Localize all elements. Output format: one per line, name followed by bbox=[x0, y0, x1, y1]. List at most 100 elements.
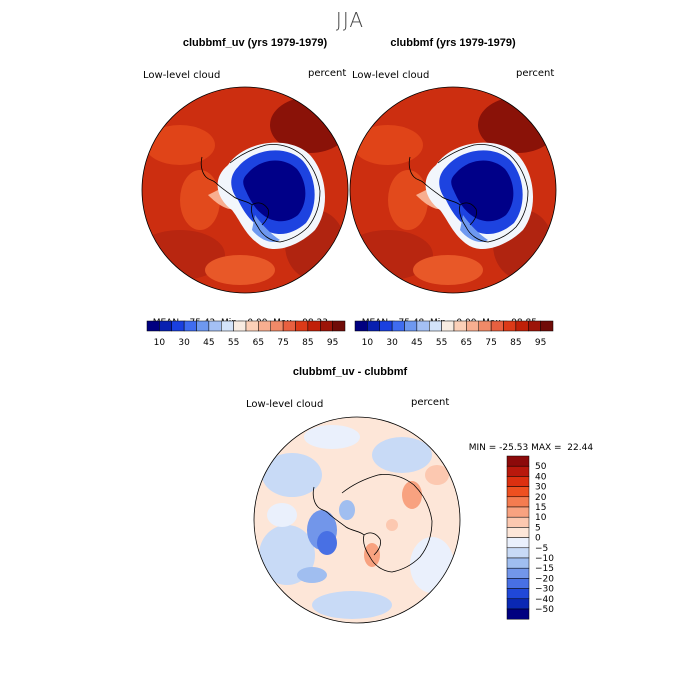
colorbar-swatch bbox=[528, 320, 541, 332]
page-title: JJA bbox=[335, 8, 365, 32]
colorbar-tick-label: −50 bbox=[535, 605, 554, 615]
colorbar-swatch bbox=[233, 320, 247, 332]
colorbar-swatch bbox=[282, 320, 296, 332]
colorbar-swatch bbox=[506, 578, 530, 589]
colorbar-tick-label: −30 bbox=[535, 585, 554, 595]
panel-3-stats: MIN = -25.53 MAX = 22.44 bbox=[463, 433, 593, 453]
panel-2-unit-label: percent bbox=[516, 68, 555, 79]
colorbar-tick-label: −5 bbox=[535, 544, 548, 554]
colorbar-tick-label: −40 bbox=[535, 595, 554, 605]
colorbar-tick-label: 15 bbox=[535, 503, 546, 513]
colorbar-swatch bbox=[506, 557, 530, 569]
panel-2-variable-label: Low-level cloud bbox=[352, 70, 430, 81]
colorbar-swatch bbox=[506, 516, 530, 528]
colorbar-swatch bbox=[506, 496, 530, 508]
panel-1-polar-map bbox=[141, 86, 349, 294]
colorbar-tick-label: 75 bbox=[485, 338, 496, 348]
colorbar-swatch bbox=[503, 320, 517, 332]
colorbar-swatch bbox=[540, 320, 554, 332]
colorbar-tick-label: 65 bbox=[253, 338, 264, 348]
colorbar-swatch bbox=[506, 455, 530, 467]
colorbar-swatch bbox=[320, 320, 333, 332]
colorbar-tick-label: 50 bbox=[535, 462, 547, 472]
colorbar-swatch bbox=[171, 320, 185, 332]
colorbar-swatch bbox=[515, 320, 529, 332]
colorbar-panel-1: 10 30 45 55 65 75 85 95 bbox=[146, 320, 346, 348]
colorbar-swatch bbox=[506, 486, 530, 498]
colorbar-swatch bbox=[146, 320, 160, 332]
colorbar-swatch bbox=[307, 320, 321, 332]
colorbar-difference-swatches bbox=[506, 455, 530, 620]
colorbar-tick-label: 10 bbox=[154, 338, 166, 348]
colorbar-swatch bbox=[506, 527, 530, 538]
panel-2-polar-map bbox=[349, 86, 557, 294]
colorbar-tick-label: 20 bbox=[535, 493, 547, 503]
colorbar-tick-label: 75 bbox=[277, 338, 288, 348]
colorbar-tick-label: −15 bbox=[535, 564, 554, 574]
colorbar-swatch bbox=[159, 320, 172, 332]
colorbar-tick-label: 30 bbox=[178, 338, 190, 348]
colorbar-swatch bbox=[183, 320, 197, 332]
panel-1-variable-label: Low-level cloud bbox=[143, 70, 221, 81]
colorbar-panel-2-labels: 10 30 45 55 65 75 85 95 bbox=[362, 338, 547, 348]
colorbar-swatch bbox=[506, 506, 530, 518]
colorbar-swatch bbox=[270, 320, 284, 332]
colorbar-swatch bbox=[506, 588, 530, 600]
colorbar-swatch bbox=[245, 320, 259, 332]
colorbar-tick-label: 30 bbox=[535, 483, 547, 493]
colorbar-swatch bbox=[506, 537, 530, 549]
colorbar-swatch bbox=[258, 320, 271, 332]
colorbar-swatch bbox=[208, 320, 222, 332]
colorbar-swatch bbox=[506, 476, 530, 487]
colorbar-tick-label: −20 bbox=[535, 574, 554, 584]
colorbar-tick-label: 30 bbox=[386, 338, 398, 348]
colorbar-tick-label: 5 bbox=[535, 523, 541, 533]
panel-1-title: clubbmf_uv (yrs 1979-1979) bbox=[182, 37, 328, 49]
colorbar-tick-label: 95 bbox=[535, 338, 546, 348]
colorbar-swatch bbox=[453, 320, 467, 332]
colorbar-swatch bbox=[295, 320, 309, 332]
panel-3-title: clubbmf_uv - clubbmf bbox=[292, 366, 408, 378]
colorbar-tick-label: −10 bbox=[535, 554, 554, 564]
panel-3-max-label: MAX = bbox=[531, 443, 562, 453]
colorbar-panel-1-labels: 10 30 45 55 65 75 85 95 bbox=[154, 338, 339, 348]
colorbar-swatch bbox=[506, 547, 530, 559]
colorbar-tick-label: 85 bbox=[510, 338, 521, 348]
colorbar-swatch bbox=[332, 320, 346, 332]
panel-3-min-label: MIN = bbox=[468, 443, 497, 453]
colorbar-swatch bbox=[354, 320, 368, 332]
colorbar-tick-label: 40 bbox=[535, 472, 547, 482]
panel-2-title: clubbmf (yrs 1979-1979) bbox=[390, 37, 516, 49]
colorbar-swatch bbox=[506, 567, 530, 579]
panel-3-max-value: 22.44 bbox=[567, 443, 594, 453]
colorbar-swatch bbox=[506, 608, 530, 620]
colorbar-swatch bbox=[466, 320, 479, 332]
panel-3-unit-label: percent bbox=[411, 397, 450, 408]
colorbar-swatch bbox=[221, 320, 234, 332]
colorbar-panel-1-swatches bbox=[146, 320, 346, 332]
colorbar-swatch bbox=[379, 320, 393, 332]
colorbar-tick-label: 45 bbox=[203, 338, 214, 348]
colorbar-tick-label: 45 bbox=[411, 338, 422, 348]
colorbar-swatch bbox=[506, 465, 530, 477]
colorbar-swatch bbox=[490, 320, 504, 332]
panel-1-unit-label: percent bbox=[308, 68, 347, 79]
colorbar-tick-label: 0 bbox=[535, 534, 541, 544]
colorbar-tick-label: 55 bbox=[228, 338, 239, 348]
colorbar-tick-label: 10 bbox=[535, 513, 547, 523]
colorbar-tick-label: 55 bbox=[436, 338, 447, 348]
colorbar-tick-label: 95 bbox=[327, 338, 338, 348]
colorbar-tick-label: 85 bbox=[302, 338, 313, 348]
colorbar-panel-2-swatches bbox=[354, 320, 554, 332]
panel-3-variable-label: Low-level cloud bbox=[246, 399, 324, 410]
colorbar-swatch bbox=[196, 320, 210, 332]
colorbar-swatch bbox=[416, 320, 430, 332]
panel-3-difference-map bbox=[253, 416, 461, 624]
colorbar-tick-label: 10 bbox=[362, 338, 374, 348]
colorbar-tick-label: 65 bbox=[461, 338, 472, 348]
panel-3-min-value: -25.53 bbox=[499, 443, 529, 453]
colorbar-panel-2: 10 30 45 55 65 75 85 95 bbox=[354, 320, 554, 348]
colorbar-swatch bbox=[429, 320, 442, 332]
